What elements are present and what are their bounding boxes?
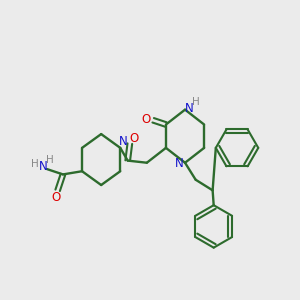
Text: N: N [185,102,194,115]
Text: H: H [192,97,200,107]
Text: O: O [130,132,139,145]
Text: H: H [46,154,54,165]
Text: N: N [119,135,128,148]
Text: O: O [51,191,60,204]
Text: N: N [38,160,47,173]
Text: H: H [32,159,39,169]
Text: O: O [141,113,150,126]
Text: N: N [175,157,184,170]
